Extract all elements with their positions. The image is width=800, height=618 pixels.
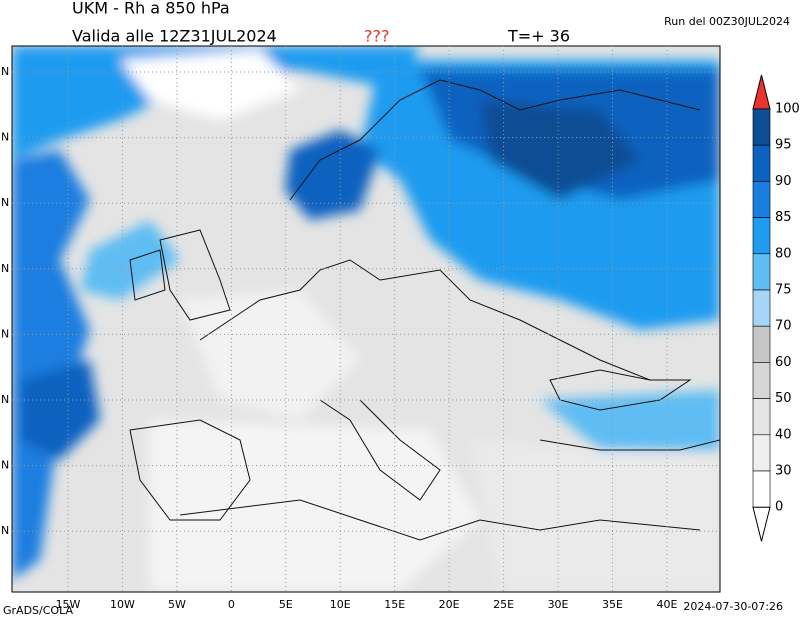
colorbar-segment (752, 362, 771, 399)
colorbar-label: 60 (775, 355, 792, 370)
colorbar-segment (752, 217, 771, 255)
map-field (12, 46, 720, 592)
lon-label: 5E (279, 598, 293, 611)
lon-label: 10E (330, 598, 351, 611)
lat-label: N (1, 65, 9, 78)
colorbar-segment (752, 289, 771, 327)
lon-label: 40E (656, 598, 677, 611)
lat-label: N (1, 196, 9, 209)
valid-time: Valida alle 12Z31JUL2024 (72, 27, 277, 46)
run-info: Run del 00Z30JUL2024 (664, 15, 790, 28)
colorbar-label: 90 (775, 174, 792, 189)
lon-label: 30E (548, 598, 569, 611)
lon-label: 15W (56, 598, 81, 611)
colorbar-segment (752, 253, 771, 291)
lat-label: N (1, 327, 9, 340)
colorbar-segment (752, 398, 771, 436)
colorbar-label: 0 (775, 500, 783, 515)
title: UKM - Rh a 850 hPa (72, 0, 230, 18)
colorbar-label: 100 (775, 102, 800, 117)
footer-left: GrADS/COLA (3, 604, 73, 617)
colorbar-segment (752, 108, 771, 146)
colorbar-segment (752, 144, 771, 182)
lead-time: T=+ 36 (507, 27, 570, 46)
colorbar-label: 40 (775, 427, 792, 442)
colorbar-label: 75 (775, 283, 792, 298)
map-frame (11, 45, 721, 593)
footer-right: 2024-07-30-07:26 (683, 600, 783, 613)
colorbar-label: 95 (775, 138, 792, 153)
lon-label: 25E (493, 598, 514, 611)
colorbar-segment (752, 181, 771, 218)
colorbar-label: 70 (775, 319, 792, 334)
lat-label: N (1, 131, 9, 144)
colorbar-segment (752, 325, 771, 363)
colorbar-under (752, 506, 771, 542)
colorbar-label: 80 (775, 246, 792, 261)
lat-label: N (1, 459, 9, 472)
lon-label: 15E (384, 598, 405, 611)
lon-label: 10W (110, 598, 135, 611)
colorbar-label: 30 (775, 464, 792, 479)
lat-label: N (1, 262, 9, 275)
colorbar-label: 50 (775, 391, 792, 406)
colorbar-segment (752, 470, 771, 508)
lon-label: 0 (228, 598, 235, 611)
lon-label: 35E (602, 598, 623, 611)
colorbar-segment (752, 434, 771, 472)
lon-label: 20E (439, 598, 460, 611)
flag: ??? (364, 27, 389, 46)
colorbar-label: 85 (775, 210, 792, 225)
lon-label: 5W (168, 598, 186, 611)
lat-label: N (1, 393, 9, 406)
colorbar-over (752, 74, 771, 110)
lat-label: N (1, 524, 9, 537)
